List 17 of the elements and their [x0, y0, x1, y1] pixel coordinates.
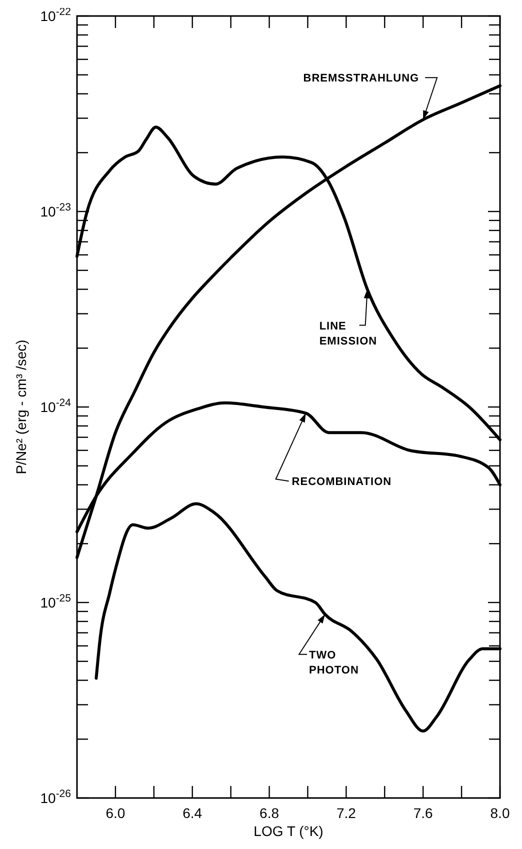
y-tick-label: 10$^{-24}$ [40, 397, 72, 415]
y-tick-label: 10$^{-26}$ [40, 788, 72, 806]
x-tick-label: 6.8 [260, 805, 280, 821]
y-tick-label: 10$^{-23}$ [40, 202, 72, 220]
series-label: TWO PHOTON [309, 649, 359, 676]
x-axis-title: LOG T (°K) [254, 823, 324, 839]
text: BREMSSTRAHLUNG [303, 72, 420, 85]
x-tick-label: 6.4 [182, 805, 202, 821]
y-axis-title: P/Ne² (erg - cm³ /sec) [13, 340, 29, 474]
text: RECOMBINATION [292, 476, 392, 488]
y-tick-label: 10$^{-22}$ [40, 6, 72, 24]
x-tick-label: 6.0 [106, 805, 126, 821]
x-tick-label: 8.0 [490, 805, 510, 821]
y-tick-label: 10$^{-25}$ [40, 592, 72, 610]
x-tick-label: 7.2 [336, 805, 356, 821]
x-tick-label: 7.6 [413, 805, 434, 821]
series-label: LINE EMISSION [319, 320, 378, 348]
